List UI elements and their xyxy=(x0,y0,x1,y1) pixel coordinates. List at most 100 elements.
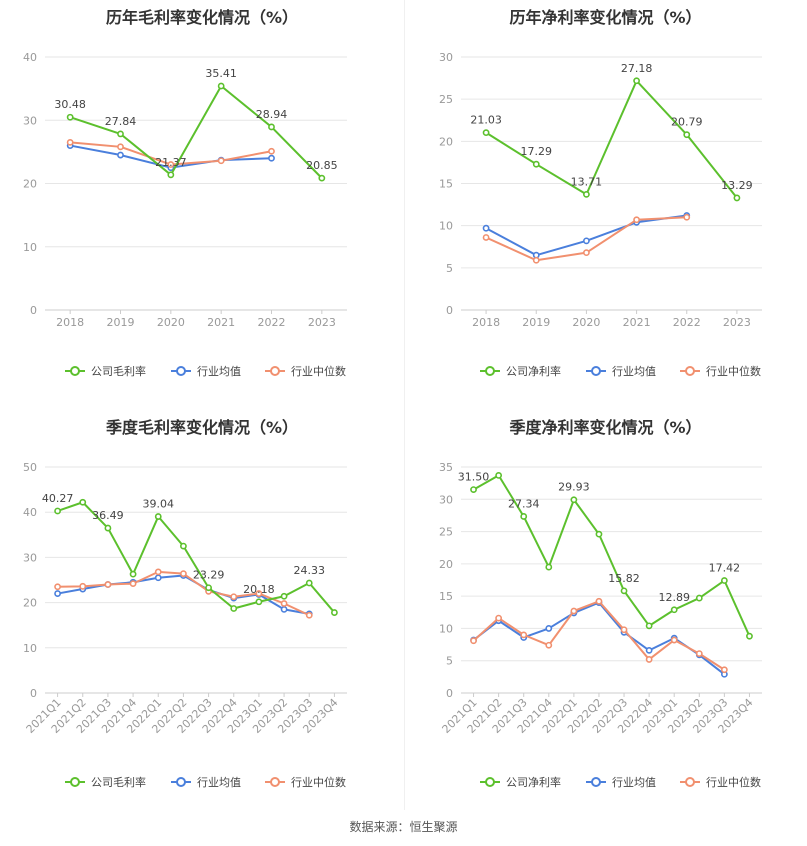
data-point[interactable] xyxy=(532,256,540,264)
data-point[interactable] xyxy=(545,563,553,571)
data-point[interactable] xyxy=(217,82,225,90)
data-point[interactable] xyxy=(520,631,528,639)
data-point[interactable] xyxy=(66,138,74,146)
legend-marker[interactable] xyxy=(485,777,495,787)
data-point[interactable] xyxy=(79,498,87,506)
data-point[interactable] xyxy=(633,77,640,85)
data-point[interactable] xyxy=(570,607,578,615)
legend-label[interactable]: 公司毛利率 xyxy=(91,364,146,378)
data-point[interactable] xyxy=(470,486,477,493)
data-point[interactable] xyxy=(495,471,503,479)
data-point[interactable] xyxy=(482,129,490,137)
data-point[interactable] xyxy=(670,606,678,614)
data-point[interactable] xyxy=(280,605,288,613)
data-point[interactable] xyxy=(117,130,124,138)
data-point[interactable] xyxy=(331,609,338,616)
data-point[interactable] xyxy=(154,513,162,520)
data-point[interactable] xyxy=(520,513,528,520)
data-point[interactable] xyxy=(683,131,691,139)
data-point[interactable] xyxy=(129,580,137,588)
data-point[interactable] xyxy=(167,171,175,179)
data-point[interactable] xyxy=(645,622,653,630)
data-point[interactable] xyxy=(670,636,678,644)
legend-marker[interactable] xyxy=(685,777,695,787)
legend-label[interactable]: 行业均值 xyxy=(197,776,241,789)
legend-label[interactable]: 行业中位数 xyxy=(291,775,346,789)
data-point[interactable] xyxy=(633,216,640,224)
data-point[interactable] xyxy=(683,213,691,221)
legend-label[interactable]: 行业均值 xyxy=(612,776,656,789)
data-point[interactable] xyxy=(154,568,162,576)
data-point[interactable] xyxy=(645,656,653,663)
legend-label[interactable]: 公司净利率 xyxy=(506,364,561,378)
data-point[interactable] xyxy=(117,151,124,159)
data-point[interactable] xyxy=(620,587,628,595)
data-point[interactable] xyxy=(79,582,87,590)
legend-marker[interactable] xyxy=(685,366,695,376)
data-point[interactable] xyxy=(470,637,477,645)
data-point[interactable] xyxy=(280,600,288,607)
data-point[interactable] xyxy=(695,594,703,602)
data-point[interactable] xyxy=(217,157,225,165)
data-point[interactable] xyxy=(318,174,326,182)
legend-marker[interactable] xyxy=(591,366,601,376)
legend-label[interactable]: 行业中位数 xyxy=(291,364,346,378)
data-point[interactable] xyxy=(230,593,238,601)
data-point[interactable] xyxy=(532,160,540,168)
data-point[interactable] xyxy=(595,530,603,538)
data-point[interactable] xyxy=(495,614,503,622)
data-point[interactable] xyxy=(205,584,212,592)
data-point[interactable] xyxy=(545,625,553,632)
data-point[interactable] xyxy=(733,194,741,202)
data-point[interactable] xyxy=(583,237,590,245)
legend-marker[interactable] xyxy=(176,366,186,376)
legend-marker[interactable] xyxy=(485,366,495,376)
data-point[interactable] xyxy=(255,590,263,597)
data-point[interactable] xyxy=(305,579,313,587)
data-point[interactable] xyxy=(695,650,703,658)
data-point[interactable] xyxy=(595,597,603,605)
data-point[interactable] xyxy=(230,605,238,612)
data-point[interactable] xyxy=(482,234,490,241)
legend-label[interactable]: 公司净利率 xyxy=(506,775,561,789)
legend-marker[interactable] xyxy=(176,777,186,787)
data-point[interactable] xyxy=(583,249,590,257)
data-point[interactable] xyxy=(583,190,590,198)
data-point[interactable] xyxy=(620,626,628,634)
data-point[interactable] xyxy=(645,646,653,654)
data-point[interactable] xyxy=(720,666,728,674)
data-point[interactable] xyxy=(305,611,313,619)
data-point[interactable] xyxy=(482,224,490,232)
data-point[interactable] xyxy=(268,154,275,162)
data-point[interactable] xyxy=(746,632,753,640)
data-point[interactable] xyxy=(720,577,728,584)
data-point[interactable] xyxy=(180,542,187,550)
legend-marker[interactable] xyxy=(70,777,80,787)
data-point[interactable] xyxy=(117,143,124,151)
legend-label[interactable]: 行业中位数 xyxy=(706,364,761,378)
legend-label[interactable]: 行业中位数 xyxy=(706,775,761,789)
legend-marker[interactable] xyxy=(591,777,601,787)
data-point[interactable] xyxy=(268,123,275,131)
data-point[interactable] xyxy=(268,147,275,155)
data-point[interactable] xyxy=(54,507,61,515)
data-point[interactable] xyxy=(167,161,175,168)
data-point[interactable] xyxy=(570,496,578,504)
legend-marker[interactable] xyxy=(70,366,80,376)
legend-label[interactable]: 行业均值 xyxy=(612,365,656,378)
data-point[interactable] xyxy=(255,598,263,606)
data-point[interactable] xyxy=(280,592,288,600)
data-point[interactable] xyxy=(180,570,187,578)
legend-marker[interactable] xyxy=(270,366,280,376)
data-point[interactable] xyxy=(54,590,61,597)
data-point[interactable] xyxy=(545,641,553,649)
data-point[interactable] xyxy=(129,570,137,578)
data-point[interactable] xyxy=(154,574,162,582)
data-point[interactable] xyxy=(54,583,61,591)
data-point[interactable] xyxy=(104,524,112,532)
legend-label[interactable]: 行业均值 xyxy=(197,365,241,378)
legend-label[interactable]: 公司毛利率 xyxy=(91,775,146,789)
data-point[interactable] xyxy=(66,113,74,121)
data-point[interactable] xyxy=(104,581,112,588)
legend-marker[interactable] xyxy=(270,777,280,787)
